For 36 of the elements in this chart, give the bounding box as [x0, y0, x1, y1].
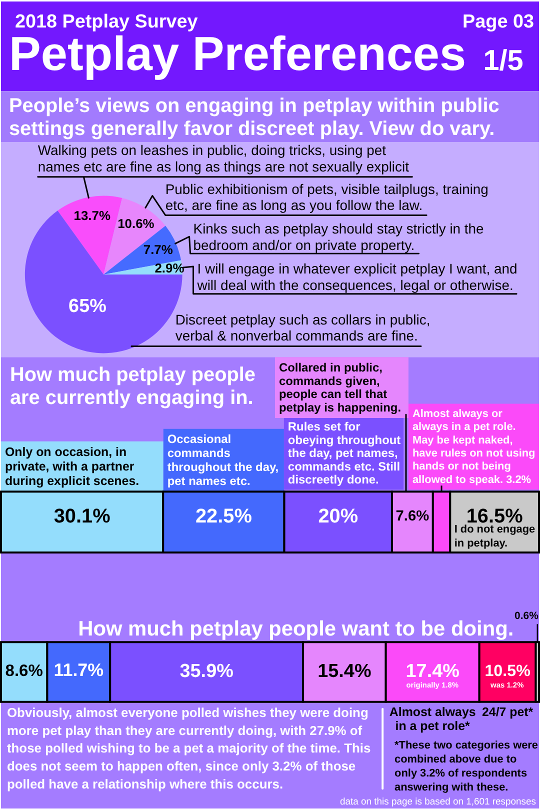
text: Page 03: [462, 11, 534, 32]
chart-title: How much petplay people want to be doing.: [78, 618, 514, 641]
data-label: 10.5%: [484, 662, 530, 680]
series-label: Only on occasion, in private, with a partner during explicit scenes.: [4, 444, 140, 488]
text: data on this page is based on 1,601 responses: [340, 796, 536, 808]
chart-subtitle: People’s views on engaging in petplay within public settings generally favor discreet play. View do vary.: [8, 95, 500, 140]
series-label: Almost always in a pet role*: [389, 704, 476, 733]
text: 2018 Petplay Survey: [14, 11, 198, 32]
data-label: 17.4%: [406, 660, 460, 682]
data-label: 2.9%: [154, 260, 185, 276]
data-label: 0.6%: [514, 611, 540, 622]
chart-title: How much petplay people are currently engaging in.: [10, 364, 256, 410]
data-label: 7.6%: [396, 508, 430, 525]
slice-label: Public exhibitionism of pets, visible tailplugs, training etc, are fine as long as you follow the law.: [165, 180, 488, 214]
data-label: 30.1%: [54, 506, 111, 528]
data-label: 13.7%: [74, 208, 111, 223]
data-label: 10.6%: [118, 216, 155, 232]
slice-label: Discreet petplay such as collars in public, verbal & nonverbal commands are fine.: [175, 311, 430, 344]
data-label: 7.7%: [143, 242, 174, 257]
text: *These two categories were combined above due to only 3.2% of respondents answering with these.: [394, 740, 538, 794]
data-label: 15.4%: [318, 660, 372, 682]
slice-label: Walking pets on leashes in public, doing tricks, using pet names etc are fine as long as things are not sexually explicit: [38, 142, 410, 174]
text: Collared in public, commands given, people can tell that petplay is happening.: [278, 360, 402, 415]
data-label: 65%: [68, 296, 107, 317]
slice-label: I will engage in whatever explicit petplay I want, and will deal with the consequences, legal or otherwise.: [196, 260, 518, 293]
data-label: 22.5%: [195, 506, 252, 528]
data-label: 35.9%: [180, 660, 234, 682]
data-label: 11.7%: [54, 660, 104, 680]
data-label: 20%: [318, 506, 358, 528]
series-label: Occasional commands throughout the day, pet names etc.: [167, 432, 279, 488]
series-label: Almost always or always in a pet role. May be kept naked, have rules on not using hands or not being allowed to speak. 3.2%: [412, 408, 536, 486]
data-label: 8.6%: [5, 660, 44, 680]
series-label: 24/7 pet*: [482, 704, 534, 719]
slice-label: Kinks such as petplay should stay strictly in the bedroom and/or on private property.: [193, 220, 484, 254]
series-label: Rules set for obeying throughout the day, pet names, commands etc. Still discreetly done.: [288, 420, 401, 487]
text: Obviously, almost everyone polled wishes they were doing more pet play than they are currently doing, with 27.9% of those polled wishing to be a pet a majority of the time. This does not seem to happen often, since only 3.2% of those polled have a relationship where this occurs.: [6, 704, 371, 792]
